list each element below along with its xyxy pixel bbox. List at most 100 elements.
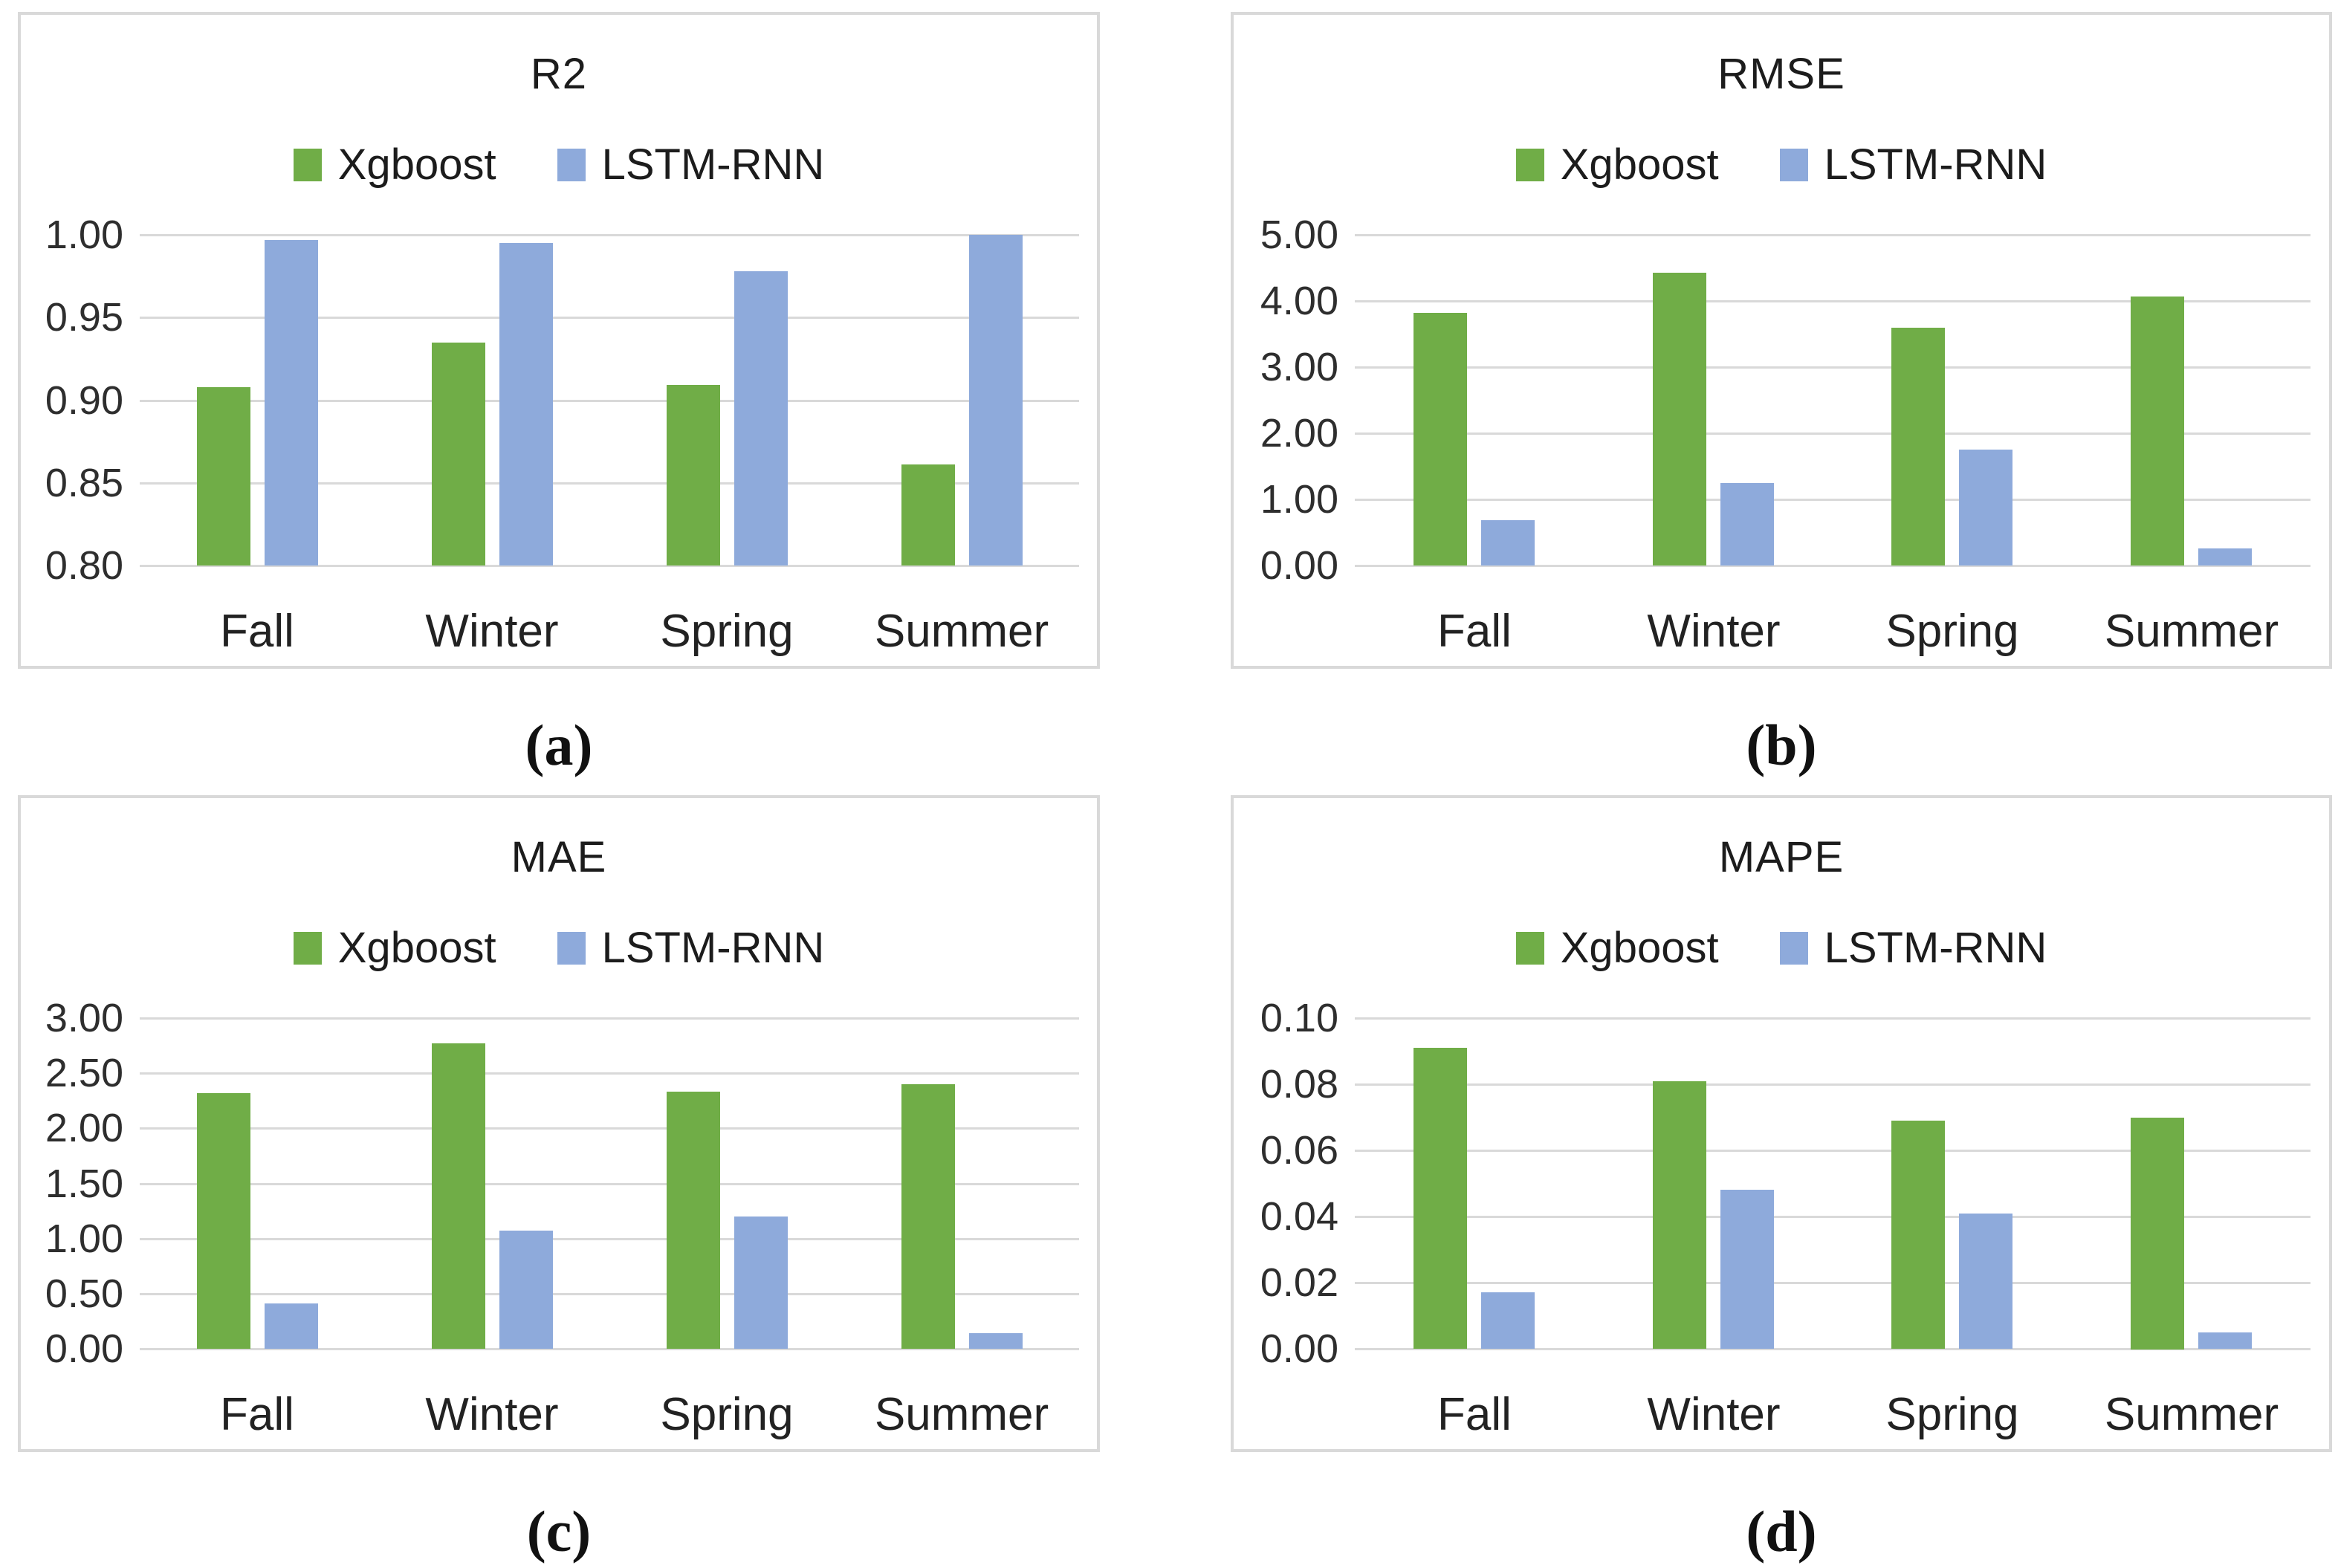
legend-swatch-xgboost-icon xyxy=(293,931,322,965)
x-category-label: Spring xyxy=(1885,606,2019,657)
legend-swatch-lstm-icon xyxy=(557,931,586,965)
bar-lstm-rnn-summer xyxy=(969,235,1023,566)
chart-title: R2 xyxy=(530,50,588,98)
bar-lstm-rnn-spring xyxy=(734,1217,788,1349)
legend: Xgboost LSTM-RNN xyxy=(21,140,1097,189)
gridline xyxy=(1355,499,2311,501)
gridline xyxy=(1355,433,2311,435)
x-category-label: Fall xyxy=(1437,606,1512,657)
bar-xgboost-spring xyxy=(1891,1121,1945,1349)
legend-label-xgboost: Xgboost xyxy=(1560,140,1719,189)
gridline xyxy=(1355,565,2311,567)
gridline xyxy=(140,482,1079,485)
gridline xyxy=(1355,366,2311,369)
y-tick-label: 0.06 xyxy=(1260,1128,1338,1173)
x-category-label: Summer xyxy=(874,606,1049,657)
bar-lstm-rnn-winter xyxy=(1720,1190,1774,1349)
legend-label-lstm: LSTM-RNN xyxy=(1824,924,2047,972)
chart-title: RMSE xyxy=(1717,50,1845,98)
bar-xgboost-winter xyxy=(1653,273,1706,566)
legend: Xgboost LSTM-RNN xyxy=(21,923,1097,973)
bar-xgboost-summer xyxy=(901,1084,955,1349)
bar-xgboost-fall xyxy=(197,1093,250,1349)
legend-label-lstm: LSTM-RNN xyxy=(1824,140,2047,189)
legend-label-xgboost: Xgboost xyxy=(337,924,496,972)
gridline xyxy=(1355,1282,2311,1284)
y-tick-label: 1.50 xyxy=(45,1161,123,1206)
bar-lstm-rnn-fall xyxy=(265,1303,318,1349)
bar-lstm-rnn-spring xyxy=(1959,450,2012,566)
chart-panel-mae: MAE Xgboost LSTM-RNN 0.00 0.50 1.00 1.50 2.0… xyxy=(18,795,1100,1452)
chart-panel-mape: MAPE Xgboost LSTM-RNN 0.00 0.02 0.04 0.06 0.… xyxy=(1231,795,2332,1452)
y-tick-label: 0.04 xyxy=(1260,1194,1338,1239)
chart-panel-r2: R2 Xgboost LSTM-RNN 0.80 0.85 0.90 0.95 1.00… xyxy=(18,12,1100,669)
bar-xgboost-fall xyxy=(1414,1048,1467,1349)
x-category-label: Summer xyxy=(2104,1389,2279,1440)
panel-caption-d: (d) xyxy=(1746,1499,1817,1564)
y-tick-label: 0.08 xyxy=(1260,1062,1338,1107)
legend-swatch-xgboost-icon xyxy=(1515,931,1544,965)
gridline xyxy=(1355,234,2311,236)
bar-lstm-rnn-spring xyxy=(1959,1214,2012,1349)
y-tick-label: 0.00 xyxy=(1260,1326,1338,1371)
bar-lstm-rnn-winter xyxy=(499,243,553,566)
y-tick-label: 1.00 xyxy=(45,213,123,257)
y-tick-label: 1.00 xyxy=(1260,477,1338,522)
y-tick-label: 0.10 xyxy=(1260,996,1338,1040)
x-category-label: Summer xyxy=(2104,606,2279,657)
legend-label-lstm: LSTM-RNN xyxy=(601,924,825,972)
x-category-label: Fall xyxy=(220,606,294,657)
bar-xgboost-fall xyxy=(197,387,250,566)
bar-xgboost-winter xyxy=(432,343,485,566)
gridline xyxy=(140,234,1079,236)
legend-swatch-lstm-icon xyxy=(1779,931,1808,965)
y-tick-label: 0.00 xyxy=(1260,543,1338,588)
bar-lstm-rnn-winter xyxy=(499,1231,553,1349)
y-tick-label: 5.00 xyxy=(1260,213,1338,257)
chart-panel-rmse: RMSE Xgboost LSTM-RNN 0.00 1.00 2.00 3.00 4.… xyxy=(1231,12,2332,669)
gridline xyxy=(140,1182,1079,1185)
bar-xgboost-summer xyxy=(901,464,955,566)
y-tick-label: 2.00 xyxy=(45,1106,123,1151)
bar-lstm-rnn-winter xyxy=(1720,483,1774,566)
bar-xgboost-fall xyxy=(1414,313,1467,566)
bar-xgboost-spring xyxy=(667,1092,720,1349)
gridline xyxy=(140,1072,1079,1075)
bar-lstm-rnn-fall xyxy=(1481,1292,1535,1349)
bar-lstm-rnn-fall xyxy=(1481,520,1535,566)
y-tick-label: 0.00 xyxy=(45,1326,123,1371)
legend-label-xgboost: Xgboost xyxy=(337,140,496,189)
x-category-label: Spring xyxy=(660,606,794,657)
panel-caption-a: (a) xyxy=(525,713,593,777)
bar-lstm-rnn-spring xyxy=(734,271,788,566)
y-tick-label: 0.80 xyxy=(45,543,123,588)
bar-lstm-rnn-fall xyxy=(265,240,318,566)
bar-lstm-rnn-summer xyxy=(2198,548,2252,566)
legend-swatch-lstm-icon xyxy=(1779,148,1808,181)
y-tick-label: 4.00 xyxy=(1260,279,1338,323)
y-tick-label: 0.02 xyxy=(1260,1260,1338,1305)
y-tick-label: 3.00 xyxy=(1260,345,1338,389)
gridline xyxy=(1355,1216,2311,1218)
gridline xyxy=(1355,1150,2311,1152)
x-category-label: Fall xyxy=(1437,1389,1512,1440)
x-category-label: Winter xyxy=(425,1389,559,1440)
x-category-label: Winter xyxy=(1647,606,1781,657)
x-category-label: Spring xyxy=(1885,1389,2019,1440)
legend-label-xgboost: Xgboost xyxy=(1560,924,1719,972)
y-tick-label: 1.00 xyxy=(45,1216,123,1261)
bar-lstm-rnn-summer xyxy=(969,1333,1023,1349)
gridline xyxy=(140,1348,1079,1350)
chart-title: MAPE xyxy=(1718,833,1845,881)
gridline xyxy=(140,1237,1079,1240)
gridline xyxy=(1355,300,2311,302)
y-tick-label: 0.85 xyxy=(45,460,123,505)
gridline xyxy=(140,317,1079,320)
bar-xgboost-summer xyxy=(2131,297,2184,566)
legend-swatch-xgboost-icon xyxy=(293,148,322,181)
legend-label-lstm: LSTM-RNN xyxy=(601,140,825,189)
legend-swatch-lstm-icon xyxy=(557,148,586,181)
legend: Xgboost LSTM-RNN xyxy=(1234,923,2329,973)
panel-caption-c: (c) xyxy=(526,1499,592,1564)
chart-title: MAE xyxy=(511,833,607,881)
